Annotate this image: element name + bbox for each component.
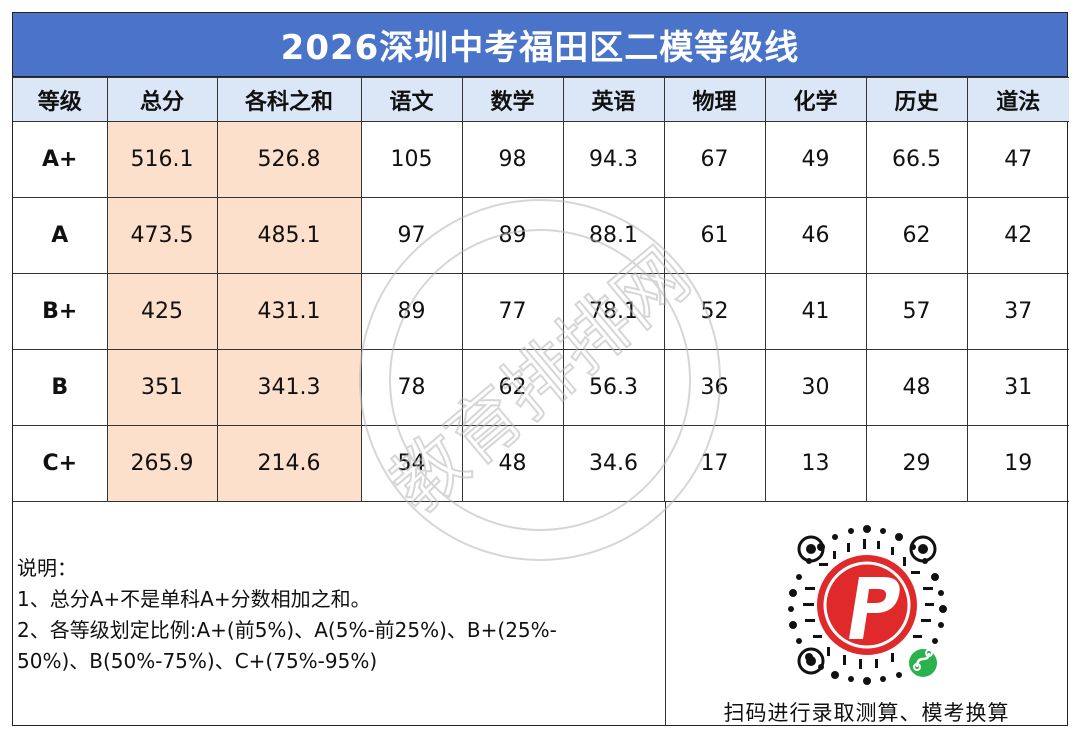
table-cell: 52 [663,273,766,350]
table-cell: 214.6 [216,425,362,502]
table-cell: 77 [461,273,564,350]
table-cell: 94.3 [562,121,665,198]
table-cell: 341.3 [216,349,362,426]
table-row: B+ 425 431.1 89 77 78.1 52 41 57 37 [13,273,1069,350]
notes-heading: 说明： [17,556,77,580]
level-cell: A [13,197,108,274]
table-cell: 425 [106,273,218,350]
col-header: 道法 [966,77,1069,122]
table-cell: 67 [663,121,766,198]
table-cell: 13 [764,425,867,502]
col-header: 化学 [764,77,867,122]
table-cell: 89 [360,273,463,350]
level-cell: A+ [13,121,108,198]
table-cell: 61 [663,197,766,274]
col-header: 英语 [562,77,665,122]
qr-caption: 扫码进行录取测算、模考换算 [723,701,1010,725]
table-cell: 78 [360,349,463,426]
table-cell: 98 [461,121,564,198]
table-cell: 56.3 [562,349,665,426]
table-cell: 485.1 [216,197,362,274]
notes-line: 2、各等级划定比例:A+(前5%)、A(5%-前25%)、B+(25%- [17,618,557,642]
mini-program-code[interactable] [783,521,951,689]
notes-line: 1、总分A+不是单科A+分数相加之和。 [17,587,371,611]
table-cell: 46 [764,197,867,274]
table-cell: 88.1 [562,197,665,274]
level-cell: B [13,349,108,426]
table-row: A 473.5 485.1 97 89 88.1 61 46 62 42 [13,197,1069,274]
table-cell: 516.1 [106,121,218,198]
table-cell: 17 [663,425,766,502]
col-header: 等级 [13,77,108,122]
table-cell: 36 [663,349,766,426]
table-cell: 78.1 [562,273,665,350]
table-cell: 54 [360,425,463,502]
table-cell: 47 [966,121,1069,198]
col-header: 总分 [106,77,218,122]
table-cell: 57 [865,273,968,350]
wechat-mini-program-icon [909,649,937,677]
table-row: B 351 341.3 78 62 56.3 36 30 48 31 [13,349,1069,426]
grade-line-sheet: 2026深圳中考福田区二模等级线 等级 总分 各科之和 语文 数学 英语 物理 … [12,12,1069,726]
col-header: 语文 [360,77,463,122]
qr-section: 扫码进行录取测算、模考换算 [666,501,1067,725]
level-cell: C+ [13,425,108,502]
table-cell: 526.8 [216,121,362,198]
col-header: 各科之和 [216,77,362,122]
table-cell: 19 [966,425,1069,502]
table-row: C+ 265.9 214.6 54 48 34.6 17 13 29 19 [13,425,1069,502]
table-cell: 62 [865,197,968,274]
table-cell: 30 [764,349,867,426]
notes-text: 说明： 1、总分A+不是单科A+分数相加之和。 2、各等级划定比例:A+(前5%… [17,553,657,677]
page-title: 2026深圳中考福田区二模等级线 [13,13,1067,77]
table-cell: 42 [966,197,1069,274]
table-cell: 89 [461,197,564,274]
table-cell: 66.5 [865,121,968,198]
table-cell: 48 [865,349,968,426]
table-cell: 97 [360,197,463,274]
table-cell: 34.6 [562,425,665,502]
table-cell: 265.9 [106,425,218,502]
section-divider [665,501,666,725]
table-cell: 62 [461,349,564,426]
grade-table: 等级 总分 各科之和 语文 数学 英语 物理 化学 历史 道法 A+ 516.1… [13,77,1069,502]
table-cell: 105 [360,121,463,198]
qr-finder-marks [797,535,937,675]
level-cell: B+ [13,273,108,350]
col-header: 历史 [865,77,968,122]
table-cell: 37 [966,273,1069,350]
col-header: 物理 [663,77,766,122]
brand-p-logo-icon [817,555,917,655]
table-cell: 41 [764,273,867,350]
table-cell: 48 [461,425,564,502]
table-cell: 431.1 [216,273,362,350]
table-cell: 31 [966,349,1069,426]
notes-line: 50%)、B(50%-75%)、C+(75%-95%) [17,649,378,673]
table-header-row: 等级 总分 各科之和 语文 数学 英语 物理 化学 历史 道法 [13,77,1069,122]
table-cell: 29 [865,425,968,502]
table-cell: 49 [764,121,867,198]
notes-section: 说明： 1、总分A+不是单科A+分数相加之和。 2、各等级划定比例:A+(前5%… [13,501,665,725]
table-row: A+ 516.1 526.8 105 98 94.3 67 49 66.5 47 [13,121,1069,198]
table-cell: 473.5 [106,197,218,274]
table-cell: 351 [106,349,218,426]
col-header: 数学 [461,77,564,122]
